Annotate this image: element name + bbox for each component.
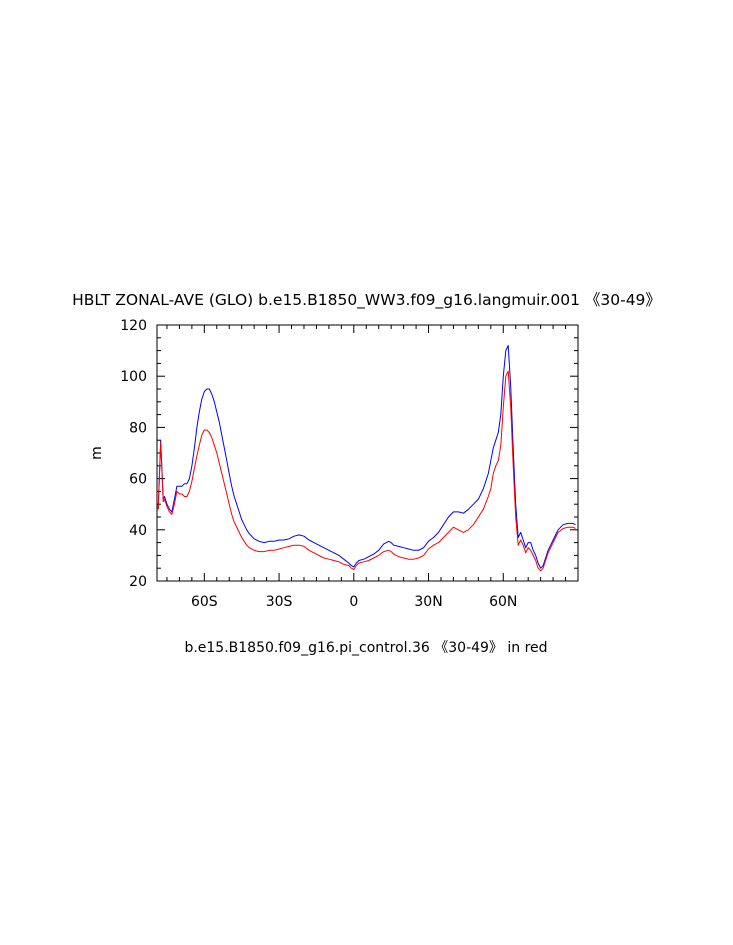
y-tick-label: 20 xyxy=(129,574,147,590)
x-tick-label: 30S xyxy=(266,594,293,610)
chart-subtitle: b.e15.B1850.f09_g16.pi_control.36 《30-49… xyxy=(184,640,547,656)
plot-frame xyxy=(156,324,579,582)
series-line-red xyxy=(157,370,576,572)
x-tick-label: 60N xyxy=(489,594,517,610)
axis-tick-labels: 60S 30S 0 30N 60N 20 40 60 80 100 120 xyxy=(120,318,517,610)
y-axis-label: m xyxy=(89,446,105,460)
x-tick-label: 60S xyxy=(191,594,218,610)
y-tick-label: 120 xyxy=(120,318,147,334)
y-tick-label: 80 xyxy=(129,420,147,436)
axis-ticks xyxy=(157,324,578,582)
data-series xyxy=(157,345,576,572)
series-line-blue xyxy=(157,345,576,569)
x-tick-label: 30N xyxy=(414,594,442,610)
y-tick-label: 60 xyxy=(129,472,147,488)
x-tick-label: 0 xyxy=(349,594,358,610)
y-tick-label: 100 xyxy=(120,369,147,385)
y-tick-label: 40 xyxy=(129,523,147,539)
chart-title: HBLT ZONAL-AVE (GLO) b.e15.B1850_WW3.f09… xyxy=(72,291,661,310)
